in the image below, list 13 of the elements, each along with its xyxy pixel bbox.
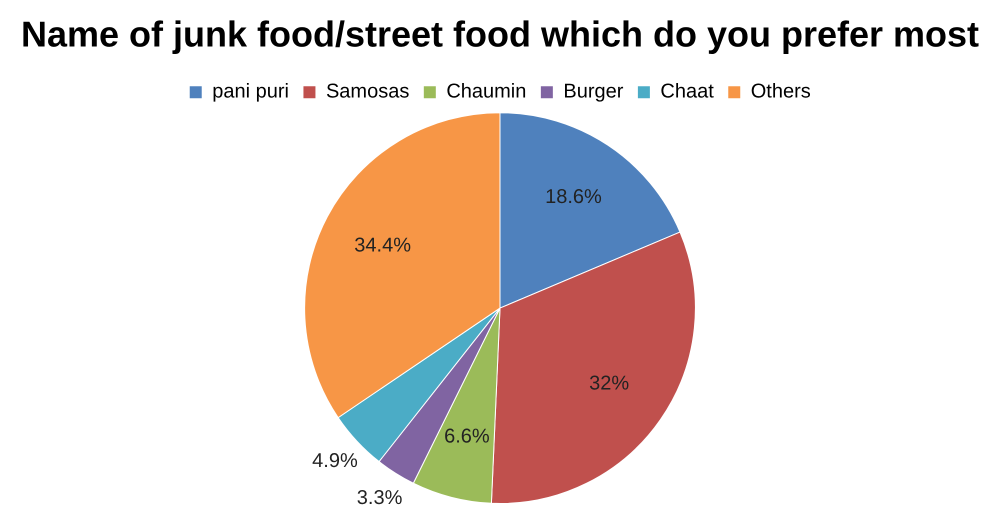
data-label: 3.3% — [356, 487, 403, 510]
data-label: 34.4% — [354, 234, 412, 256]
data-label: 18.6% — [545, 186, 602, 208]
data-label: 32% — [589, 372, 630, 394]
legend-label: pani puri — [212, 80, 289, 103]
legend-label: Samosas — [326, 80, 410, 103]
chart-title: Name of junk food/street food which do you prefer most — [20, 14, 980, 55]
legend-label: Chaat — [660, 80, 714, 103]
legend-label: Burger — [563, 80, 624, 103]
data-label: 6.6% — [444, 425, 490, 448]
legend-label: Chaumin — [446, 80, 526, 103]
legend-label: Others — [750, 80, 811, 103]
data-label: 4.9% — [312, 450, 358, 472]
